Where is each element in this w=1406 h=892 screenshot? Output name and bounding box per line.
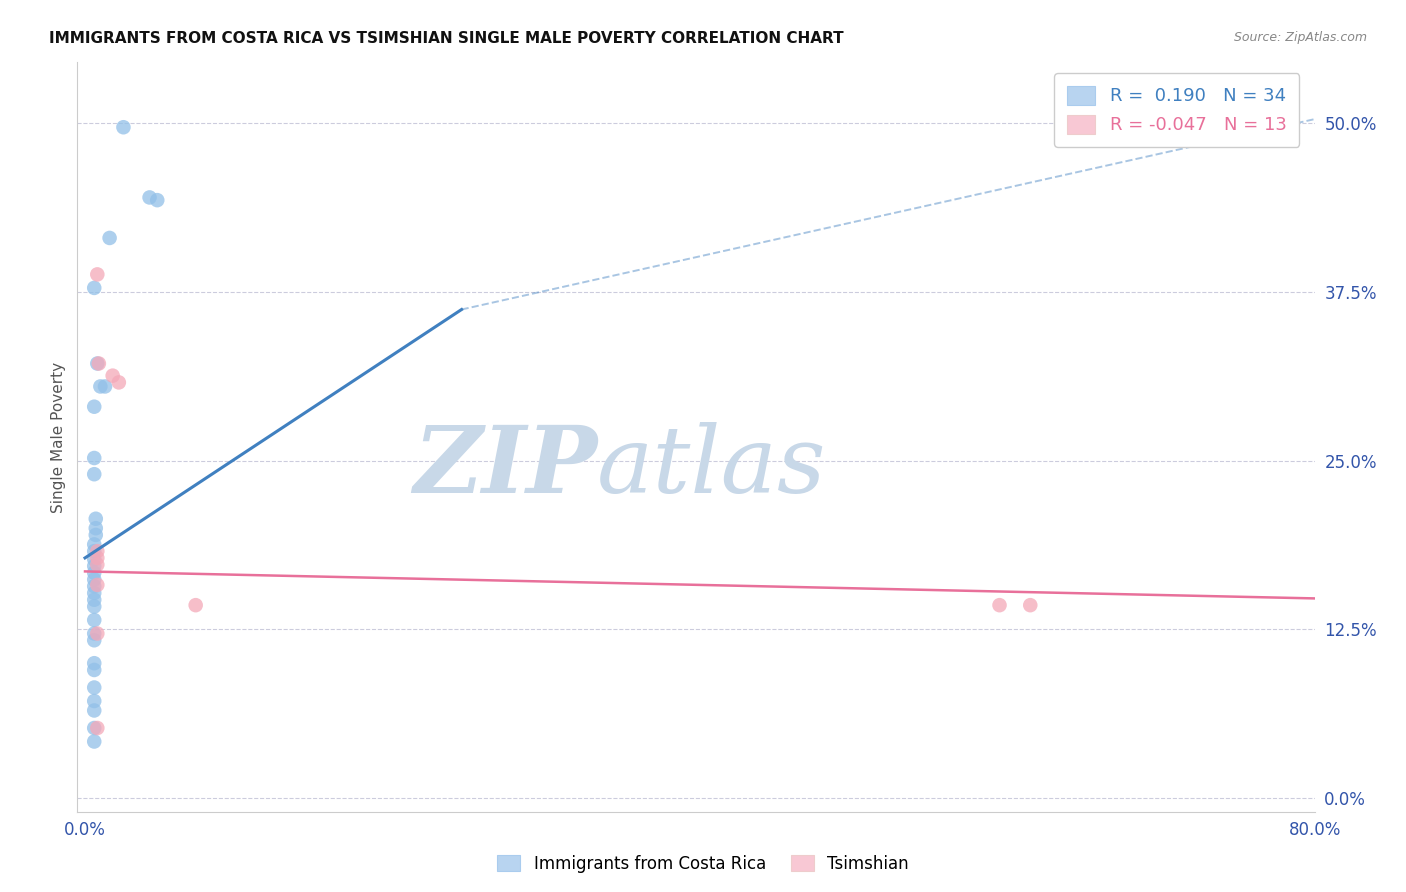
Point [89, 379, 111, 393]
Point [83, 734, 105, 748]
Point [83, 544, 105, 558]
Point [138, 190, 160, 204]
Point [86, 550, 108, 565]
Text: Source: ZipAtlas.com: Source: ZipAtlas.com [1233, 31, 1367, 45]
Point [83, 566, 105, 580]
Point [86, 721, 108, 735]
Point [83, 573, 105, 587]
Point [86, 558, 108, 572]
Legend: Immigrants from Costa Rica, Tsimshian: Immigrants from Costa Rica, Tsimshian [491, 848, 915, 880]
Point [83, 633, 105, 648]
Point [86, 626, 108, 640]
Y-axis label: Single Male Poverty: Single Male Poverty [51, 361, 66, 513]
Point [84, 521, 107, 535]
Point [83, 592, 105, 607]
Point [86, 357, 108, 371]
Point [83, 681, 105, 695]
Point [84, 528, 107, 542]
Point [83, 657, 105, 671]
Text: atlas: atlas [598, 422, 827, 512]
Point [83, 586, 105, 600]
Point [83, 694, 105, 708]
Point [83, 400, 105, 414]
Point [83, 467, 105, 482]
Point [1019, 598, 1042, 612]
Point [83, 663, 105, 677]
Point [108, 376, 131, 390]
Point [86, 578, 108, 592]
Point [86, 268, 108, 282]
Point [988, 598, 1011, 612]
Point [84, 512, 107, 526]
Point [101, 368, 124, 383]
Point [83, 281, 105, 295]
Text: IMMIGRANTS FROM COSTA RICA VS TSIMSHIAN SINGLE MALE POVERTY CORRELATION CHART: IMMIGRANTS FROM COSTA RICA VS TSIMSHIAN … [49, 31, 844, 46]
Point [83, 450, 105, 465]
Point [83, 579, 105, 593]
Point [112, 120, 135, 135]
Point [184, 598, 207, 612]
Legend: R =  0.190   N = 34, R = -0.047   N = 13: R = 0.190 N = 34, R = -0.047 N = 13 [1054, 73, 1299, 147]
Point [83, 613, 105, 627]
Point [83, 599, 105, 614]
Point [86, 544, 108, 558]
Point [83, 559, 105, 574]
Point [146, 193, 169, 207]
Point [83, 552, 105, 566]
Point [83, 703, 105, 717]
Point [83, 626, 105, 640]
Point [83, 537, 105, 551]
Point [98, 231, 121, 245]
Text: ZIP: ZIP [413, 422, 598, 512]
Point [87, 357, 110, 371]
Point [94, 379, 117, 393]
Point [83, 721, 105, 735]
